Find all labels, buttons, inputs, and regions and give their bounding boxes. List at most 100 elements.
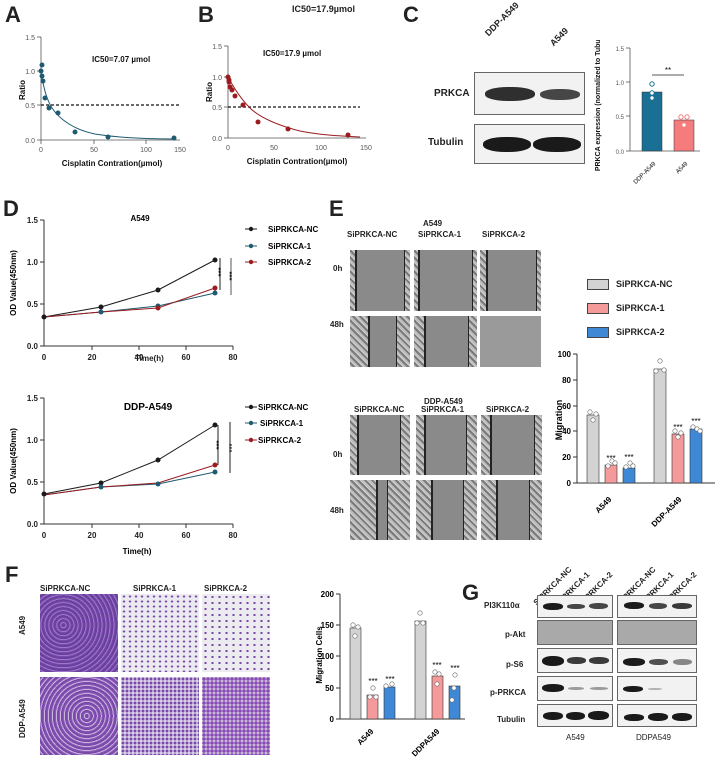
legend-swatch-si2 — [587, 326, 609, 338]
svg-text:20: 20 — [88, 353, 97, 362]
svg-text:***: *** — [691, 417, 700, 426]
blot-c-lane-label: DDP-A549 — [482, 0, 521, 39]
wound-image — [350, 480, 410, 540]
svg-text:100: 100 — [558, 350, 572, 359]
svg-text:Cisplatin Contration(µmol): Cisplatin Contration(µmol) — [247, 157, 348, 166]
panel-label-e: E — [329, 196, 344, 221]
wound-image — [350, 415, 410, 475]
f-col-label: SiPRKCA-1 — [133, 584, 177, 593]
legend-swatch-nc — [587, 278, 609, 290]
svg-text:DDP-A549: DDP-A549 — [124, 402, 173, 413]
d-top-xlabel: Time(h) — [135, 354, 164, 363]
svg-text:OD Value(450nm): OD Value(450nm) — [9, 250, 18, 316]
blot-g-tubulin — [537, 704, 613, 727]
f-col-label: SiPRKCA-2 — [204, 584, 248, 593]
e-col-label: SiPRKCA-1 — [421, 405, 465, 414]
svg-text:150: 150 — [321, 621, 335, 630]
svg-text:Cisplatin Contration(µmol): Cisplatin Contration(µmol) — [62, 159, 163, 168]
svg-text:100: 100 — [321, 652, 335, 661]
svg-text:Migration: Migration — [554, 400, 564, 441]
svg-text:60: 60 — [562, 402, 571, 411]
svg-text:1.5: 1.5 — [212, 44, 222, 51]
wound-image — [416, 480, 477, 540]
svg-text:150: 150 — [174, 147, 186, 154]
ic50-annotation-b: IC50=17.9 µmol — [263, 49, 321, 58]
wound-image — [416, 415, 477, 475]
svg-text:100: 100 — [315, 145, 327, 152]
svg-text:***: *** — [385, 675, 394, 684]
svg-text:60: 60 — [182, 531, 191, 540]
svg-text:0: 0 — [226, 145, 230, 152]
wound-image — [414, 316, 477, 367]
svg-text:80: 80 — [229, 531, 238, 540]
e-col-label: SiPRKCA-NC — [347, 230, 398, 239]
svg-text:0.0: 0.0 — [27, 342, 39, 351]
svg-text:***: *** — [228, 271, 237, 280]
wound-image — [414, 250, 477, 311]
svg-text:0.5: 0.5 — [212, 105, 222, 112]
g-group-label: DDPA549 — [636, 733, 671, 742]
svg-text:0.5: 0.5 — [616, 115, 625, 121]
svg-text:DDP-A549: DDP-A549 — [650, 495, 684, 529]
svg-text:0.0: 0.0 — [25, 138, 35, 145]
svg-text:40: 40 — [135, 531, 144, 540]
wound-image — [350, 316, 410, 367]
f-row-label: DDP-A549 — [18, 699, 27, 738]
svg-text:DDPA549: DDPA549 — [410, 727, 442, 759]
svg-text:1.5: 1.5 — [27, 394, 39, 403]
panel-label-f: F — [5, 562, 19, 587]
blot-g-ps6 — [617, 648, 697, 673]
tick: 1.5 — [25, 35, 35, 42]
e-group-title: DDP-A549 — [424, 397, 463, 406]
transwell-image — [121, 677, 199, 755]
svg-text:***: *** — [606, 454, 615, 463]
blot-g-pakt — [617, 620, 697, 645]
svg-text:0.5: 0.5 — [27, 300, 39, 309]
svg-text:50: 50 — [325, 684, 334, 693]
e-row-label: 0h — [333, 450, 343, 459]
blot-c-row-label: PRKCA — [434, 88, 470, 99]
e-col-label: SiPRKCA-2 — [482, 230, 526, 239]
blot-g-ps6 — [537, 648, 613, 673]
panel-label-d: D — [3, 196, 19, 221]
svg-text:40: 40 — [562, 427, 571, 436]
f-row-label: A549 — [18, 615, 27, 635]
legend-nc: SiPRKCA-NC — [268, 225, 318, 234]
g-row-label: p-PRKCA — [490, 688, 526, 697]
svg-text:**: ** — [665, 66, 671, 75]
panel-label-a: A — [5, 2, 21, 27]
blot-c-lane-label: A549 — [547, 25, 571, 48]
svg-text:Time(h): Time(h) — [123, 547, 152, 556]
svg-text:A549: A549 — [356, 727, 376, 747]
transwell-image — [40, 594, 118, 672]
svg-text:SiPRKCA-2: SiPRKCA-2 — [258, 436, 302, 445]
g-row-label: PI3K110α — [484, 601, 520, 610]
panel-label-g: G — [462, 580, 480, 605]
svg-text:0.0: 0.0 — [616, 150, 625, 156]
svg-text:80: 80 — [229, 353, 238, 362]
e-row-label: 48h — [330, 506, 344, 515]
g-row-label: p-Akt — [505, 630, 526, 639]
svg-text:50: 50 — [90, 147, 98, 154]
svg-text:***: *** — [368, 677, 377, 686]
ic50-annotation-a: IC50=7.07 µmol — [92, 55, 150, 64]
svg-text:***: *** — [673, 423, 682, 432]
wound-image — [480, 316, 541, 367]
legend-swatch-si1 — [587, 302, 609, 314]
chart-e-migration: 100 80 60 40 20 0 Migration *** *** *** *** A549… — [554, 350, 715, 529]
svg-text:1.0: 1.0 — [25, 69, 35, 76]
e-row-label: 0h — [333, 264, 343, 273]
chart-d-a549-proliferation: 1.5 1.0 0.5 0.0 0 20 40 60 80 A549 OD Value(450… — [9, 214, 318, 362]
panel-label-b: B — [198, 2, 214, 27]
blot-g-pprkca — [537, 676, 613, 701]
svg-text:1.0: 1.0 — [27, 436, 39, 445]
e-group-title: A549 — [423, 219, 443, 228]
ic50-header-note: IC50=17.9µmol — [292, 4, 355, 14]
blot-c-row-label: Tubulin — [428, 137, 464, 148]
e-col-label: SiPRKCA-1 — [418, 230, 462, 239]
svg-text:0: 0 — [39, 147, 43, 154]
wound-image — [480, 250, 541, 311]
svg-text:20: 20 — [88, 531, 97, 540]
svg-text:PRKCA expression (normalized t: PRKCA expression (normalized to Tubulin) — [595, 40, 602, 171]
svg-text:0.5: 0.5 — [25, 103, 35, 110]
